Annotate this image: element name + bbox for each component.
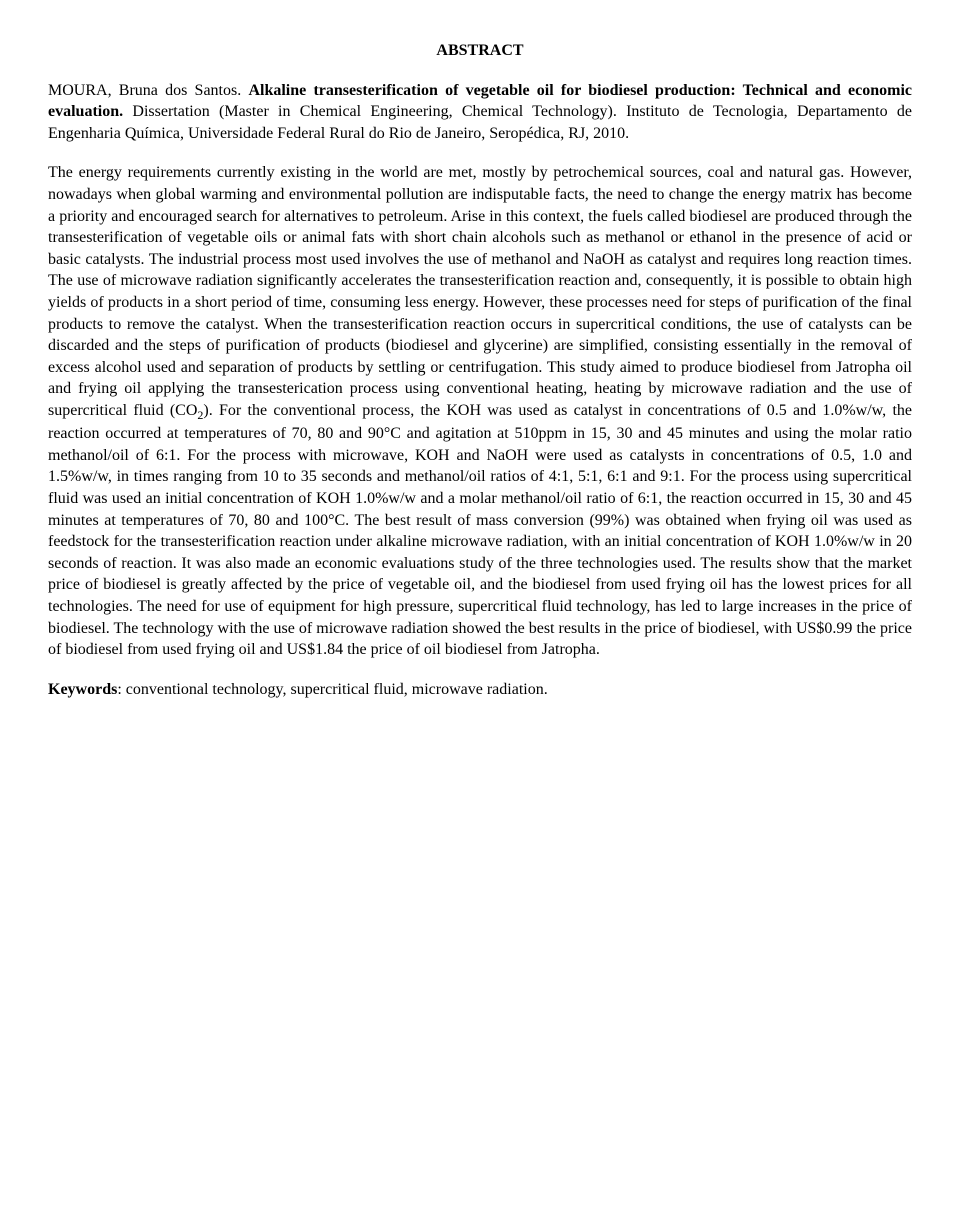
citation-block: MOURA, Bruna dos Santos. Alkaline transe… [48,80,912,145]
citation-author: MOURA, Bruna dos Santos. [48,82,248,99]
abstract-body: The energy requirements currently existi… [48,162,912,660]
citation-rest: Dissertation (Master in Chemical Enginee… [48,103,912,142]
keywords-value: : conventional technology, supercritical… [117,681,547,698]
keywords-line: Keywords: conventional technology, super… [48,679,912,701]
abstract-body-post: ). For the conventional process, the KOH… [48,402,912,658]
abstract-body-pre: The energy requirements currently existi… [48,164,912,419]
keywords-label: Keywords [48,681,117,698]
abstract-heading: ABSTRACT [48,40,912,62]
